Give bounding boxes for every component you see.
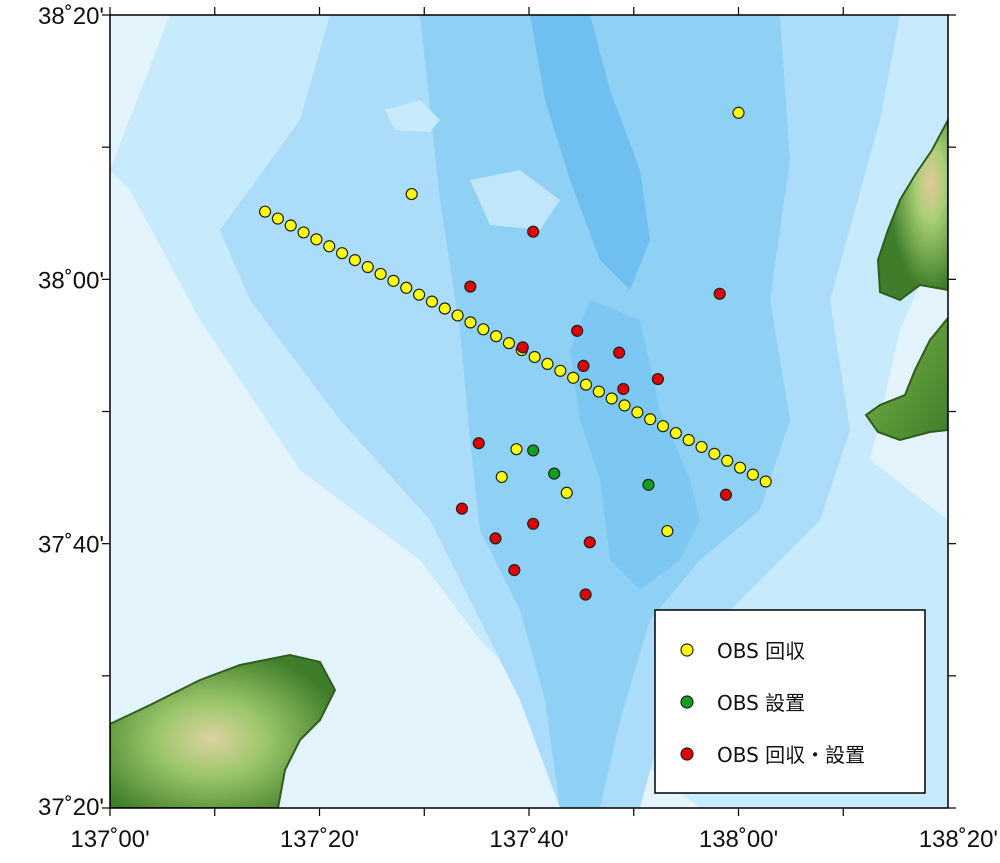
obs-recovered-deployed-marker	[455, 502, 469, 515]
obs-recovered-deployed-marker	[583, 536, 596, 549]
obs-recovered-deployed-marker	[527, 225, 540, 238]
obs-recovered-marker	[669, 426, 682, 440]
obs-recovered-marker	[387, 274, 400, 287]
sado-island-south	[864, 316, 948, 442]
obs-recovered-marker	[297, 226, 310, 239]
obs-recovered-marker	[541, 357, 554, 370]
obs-recovered-marker	[733, 461, 747, 474]
obs-recovered-deployed-marker	[472, 437, 485, 450]
lon-tick-label: 138˚00'	[699, 826, 778, 853]
obs-recovered-marker	[464, 316, 477, 329]
obs-recovered-marker	[510, 443, 523, 456]
obs-recovered-marker	[374, 267, 387, 281]
obs-recovered-marker	[656, 420, 670, 433]
bank-shoal	[385, 100, 440, 132]
trough-core	[530, 15, 650, 290]
obs-recovered-deployed-marker	[579, 588, 592, 601]
obs-recovered-deployed-marker	[489, 532, 502, 545]
obs-recovered-marker	[528, 350, 541, 364]
obs-recovered-marker	[271, 212, 284, 225]
obs-recovered-marker	[323, 240, 336, 253]
sado-island-north	[876, 119, 948, 302]
obs-recovered-marker	[560, 486, 573, 499]
obs-recovered-deployed-marker	[527, 517, 540, 530]
obs-recovered-deployed-marker	[516, 341, 529, 354]
obs-recovered-marker	[284, 219, 297, 232]
obs-recovered-marker	[721, 454, 734, 467]
obs-recovered-marker	[502, 337, 516, 350]
land-masses	[110, 119, 948, 808]
obs-recovered-marker	[605, 392, 618, 405]
obs-recovered-marker	[258, 205, 272, 218]
trough-channel	[570, 300, 700, 590]
obs-recovered-marker	[695, 440, 708, 454]
obs-recovered-deployed-marker	[719, 488, 733, 501]
obs-recovered-marker	[413, 288, 426, 301]
legend-marker-deployed	[680, 695, 694, 709]
obs-recovered-deployed-marker	[577, 359, 590, 373]
legend-box	[654, 609, 926, 794]
lat-tick-label: 37˚20'	[38, 794, 104, 821]
obs-recovered-marker	[361, 260, 374, 274]
obs-recovered-marker	[554, 364, 567, 377]
lat-tick-label: 38˚00'	[38, 267, 104, 294]
lat-tick-label: 38˚20'	[38, 3, 104, 30]
obs-recovered-marker	[567, 371, 580, 384]
legend-label-recovered: OBS 回収	[717, 639, 805, 663]
obs-recovered-deployed-marker	[464, 280, 477, 293]
obs-deployed-marker	[642, 478, 655, 491]
obs-recovered-marker	[400, 281, 413, 294]
obs-recovered-marker	[661, 524, 674, 538]
obs-recovered-marker	[490, 330, 503, 343]
legend-marker-recovered-deployed	[680, 747, 694, 761]
obs-recovered-marker	[592, 385, 605, 398]
noto-peninsula	[110, 653, 337, 808]
obs-recovered-marker	[732, 106, 745, 119]
obs-recovered-marker	[644, 413, 657, 426]
lon-tick-label: 137˚40'	[489, 826, 568, 853]
obs-recovered-marker	[682, 433, 695, 447]
lat-tick-label: 37˚40'	[38, 532, 104, 559]
lon-tick-label: 137˚00'	[70, 826, 149, 853]
lon-tick-label: 137˚20'	[280, 826, 359, 853]
obs-recovered-deployed-marker	[612, 346, 626, 359]
legend-label-recovered-deployed: OBS 回収・設置	[717, 743, 865, 767]
legend: OBS 回収 OBS 設置 OBS 回収・設置	[654, 609, 926, 794]
obs-recovered-marker	[438, 302, 451, 315]
obs-recovered-marker	[477, 323, 490, 336]
obs-recovered-marker	[746, 468, 759, 481]
axis-labels: 137˚00' 137˚20' 137˚40' 138˚00' 138˚20' 38˚20…	[38, 3, 998, 853]
obs-recovered-marker	[405, 187, 418, 201]
obs-recovered-deployed-marker	[651, 372, 664, 386]
legend-label-deployed: OBS 設置	[717, 691, 805, 715]
obs-recovered-marker	[335, 247, 349, 260]
bank-shoal-2	[470, 170, 560, 230]
obs-recovered-marker	[631, 406, 644, 419]
obs-recovered-marker	[451, 309, 464, 322]
obs-recovered-deployed-marker	[508, 563, 521, 577]
obs-recovered-marker	[425, 295, 439, 308]
obs-recovered-marker	[310, 233, 323, 246]
axis-ticks	[102, 7, 956, 816]
obs-recovered-marker	[618, 399, 631, 412]
obs-recovered-marker	[708, 447, 721, 460]
obs-recovered-deployed-marker	[571, 324, 584, 337]
lon-tick-label: 138˚20'	[919, 826, 998, 853]
obs-recovered-marker	[579, 378, 593, 391]
obs-deployed-marker	[548, 467, 561, 480]
obs-recovered-marker	[759, 475, 772, 488]
obs-deployed-marker	[527, 444, 540, 457]
legend-marker-recovered	[680, 643, 694, 657]
obs-stations	[258, 106, 772, 601]
obs-recovered-marker	[495, 470, 508, 484]
obs-recovered-deployed-marker	[713, 287, 726, 300]
obs-recovered-marker	[348, 254, 362, 267]
obs-recovered-deployed-marker	[617, 382, 630, 396]
